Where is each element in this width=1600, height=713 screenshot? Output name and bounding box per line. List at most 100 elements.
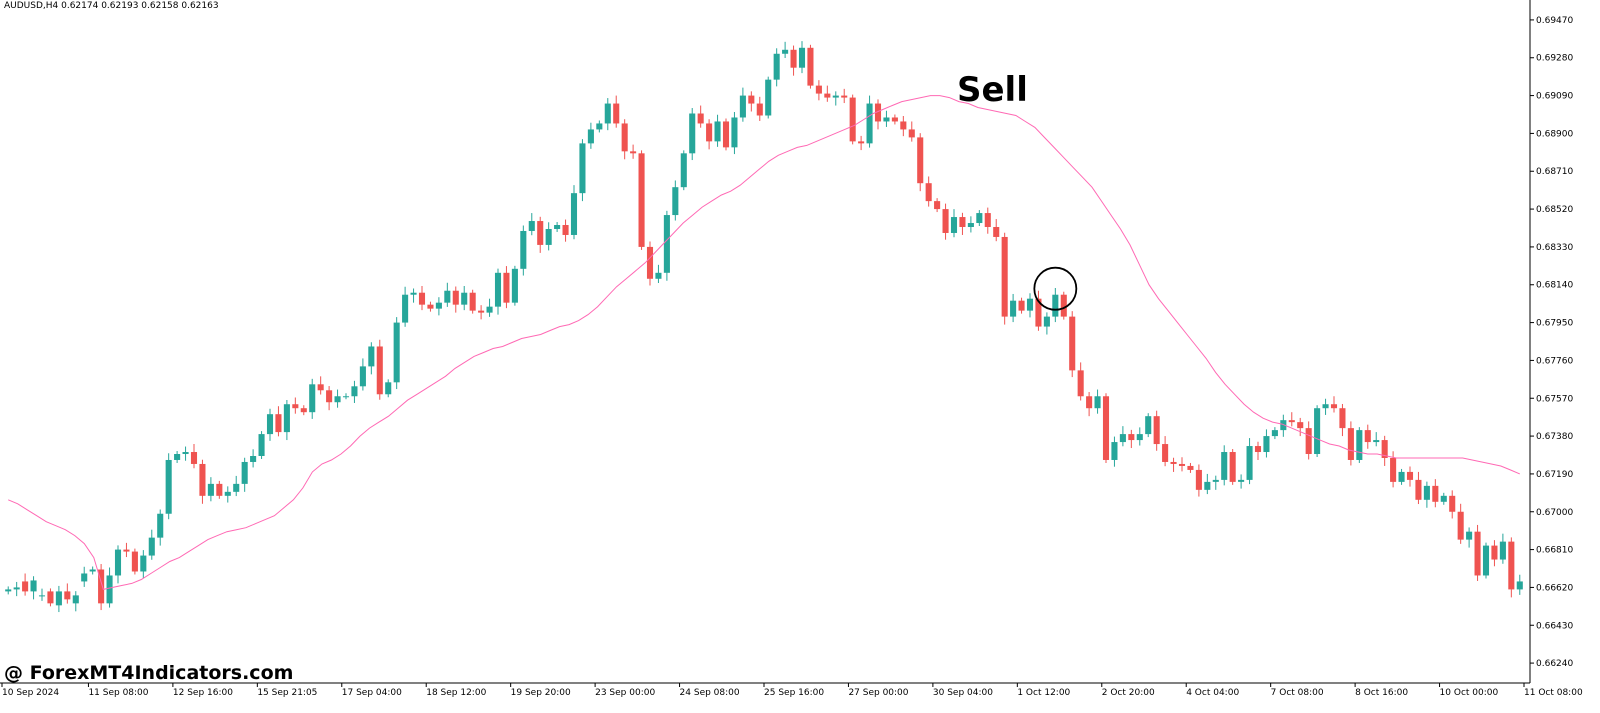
candle-bull	[1499, 541, 1506, 560]
candle-bear	[1474, 531, 1481, 576]
candle-bear	[1415, 479, 1422, 500]
candle-bull	[950, 217, 958, 233]
time-tick-label: 10 Sep 2024	[2, 688, 59, 698]
candle-bull	[976, 213, 983, 224]
candle-bear	[1508, 541, 1515, 590]
price-tick-label: 0.68710	[1536, 167, 1573, 177]
candle-bull	[798, 47, 806, 68]
time-tick-label: 24 Sep 08:00	[680, 688, 740, 698]
candle-bull	[1373, 440, 1380, 443]
candle-bull	[241, 461, 248, 484]
candle-bull	[359, 366, 366, 387]
price-tick-label: 0.67380	[1536, 432, 1573, 442]
candle-bear	[1288, 420, 1295, 423]
candle-bear	[934, 201, 941, 210]
candles-layer	[5, 41, 1523, 613]
candle-bear	[47, 591, 54, 604]
candle-bear	[917, 137, 924, 184]
candle-bull	[1094, 396, 1101, 409]
candle-bull	[680, 153, 687, 188]
candle-bull	[385, 382, 392, 395]
price-tick-label: 0.68520	[1536, 205, 1573, 215]
candle-bear	[815, 85, 822, 94]
candle-bear	[849, 97, 856, 142]
candle-bear	[22, 581, 29, 592]
price-tick-label: 0.67570	[1536, 394, 1573, 404]
candle-bear	[824, 93, 831, 98]
candle-bear	[1069, 316, 1076, 371]
candle-bear	[1254, 446, 1262, 453]
candle-bull	[140, 555, 147, 572]
candle-bull	[520, 230, 527, 269]
candle-bull	[731, 117, 738, 148]
candle-bull	[528, 221, 535, 231]
candle-bull	[72, 595, 79, 604]
candle-bull	[1119, 434, 1126, 443]
candle-bull	[866, 103, 873, 144]
candle-bear	[1390, 457, 1397, 482]
candle-bear	[427, 304, 434, 309]
candle-bull	[148, 537, 155, 556]
candle-bear	[1035, 298, 1042, 327]
candle-bear	[131, 551, 138, 572]
price-tick-label: 0.69090	[1536, 92, 1573, 102]
candle-bear	[275, 414, 282, 433]
time-tick-label: 8 Oct 16:00	[1355, 688, 1408, 698]
candle-bull	[1466, 531, 1473, 540]
price-axis: 0.69470 0.69280 0.69090 0.68900 0.68710 0.685…	[1530, 16, 1573, 669]
candle-bear	[199, 463, 206, 496]
price-tick-label: 0.67190	[1536, 470, 1573, 480]
candle-bear	[874, 103, 882, 122]
candle-bull	[1263, 436, 1270, 453]
candle-bear	[190, 452, 198, 464]
candle-bull	[393, 322, 400, 383]
candle-bull	[165, 459, 172, 514]
candle-bear	[1102, 396, 1110, 460]
candle-bear	[1077, 370, 1084, 397]
candle-bull	[157, 513, 164, 538]
candle-bull	[174, 454, 181, 460]
candle-bull	[1238, 479, 1245, 482]
candle-bull	[689, 113, 696, 154]
time-tick-label: 12 Sep 16:00	[173, 688, 233, 698]
candle-bull	[224, 491, 231, 496]
candle-bull	[182, 452, 189, 455]
candle-bear	[790, 49, 797, 68]
candle-bear	[1001, 236, 1008, 317]
candle-bull	[1482, 545, 1490, 576]
candle-bear	[993, 227, 1000, 237]
candle-bear	[452, 290, 459, 305]
candle-bull	[342, 396, 350, 398]
candle-bull	[554, 225, 561, 229]
candle-bull	[334, 396, 341, 403]
candle-bear	[630, 151, 637, 154]
candle-bull	[1010, 300, 1017, 317]
candle-bear	[1187, 465, 1194, 470]
candle-bear	[1406, 471, 1414, 480]
candle-bear	[1086, 396, 1093, 409]
time-tick-label: 11 Sep 08:00	[88, 688, 148, 698]
candle-bull	[351, 386, 358, 397]
candle-bear	[1457, 511, 1464, 540]
price-tick-label: 0.66810	[1536, 546, 1573, 556]
candle-bull	[207, 483, 214, 496]
candle-bull	[596, 123, 603, 130]
candle-bear	[706, 123, 713, 142]
candle-bear	[1060, 294, 1067, 317]
candle-bear	[326, 390, 333, 403]
candle-bear	[891, 117, 898, 122]
candle-bull	[114, 549, 122, 576]
price-tick-label: 0.68330	[1536, 243, 1573, 253]
candle-bull	[283, 404, 290, 433]
candle-bull	[461, 292, 468, 305]
candle-bear	[613, 103, 620, 124]
candle-bull	[1314, 408, 1321, 455]
price-tick-label: 0.69280	[1536, 54, 1573, 64]
candle-bull	[604, 103, 611, 124]
candle-bear	[697, 113, 704, 124]
candle-bear	[638, 153, 645, 247]
price-tick-label: 0.67950	[1536, 319, 1573, 329]
candle-bull	[883, 117, 890, 122]
